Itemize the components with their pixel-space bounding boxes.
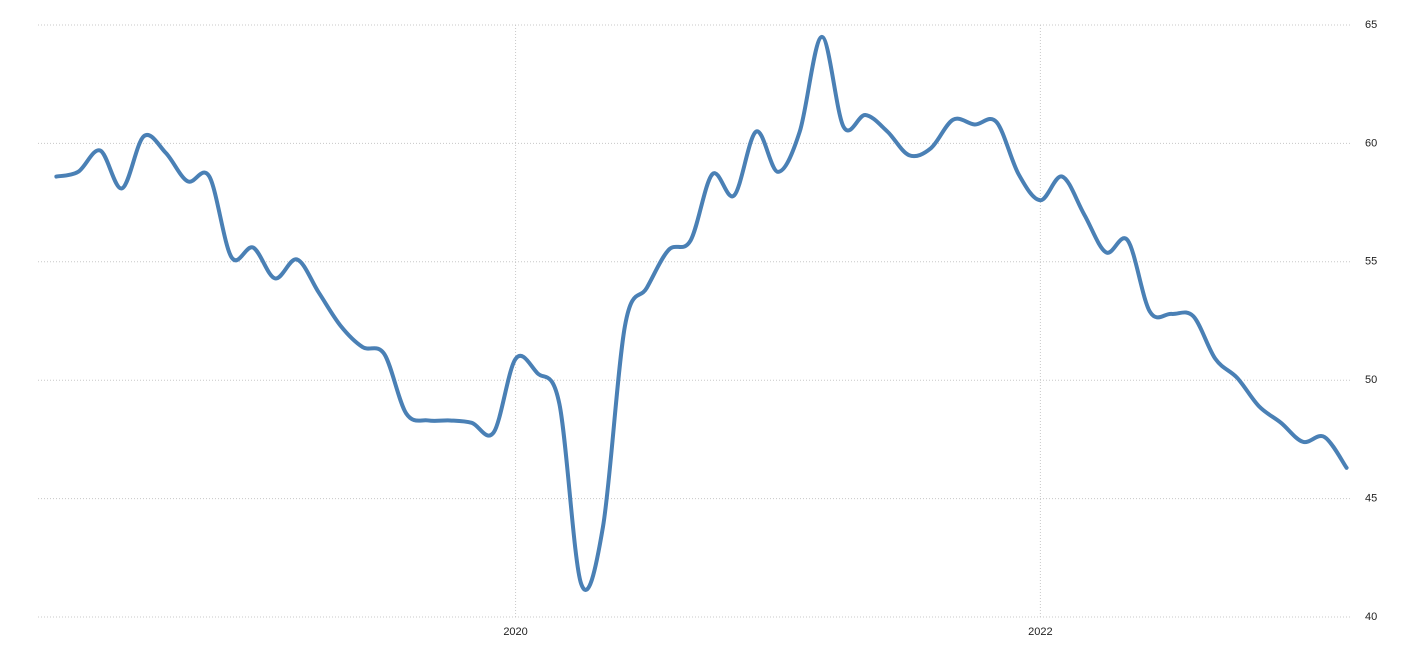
y-tick-label: 50 <box>1365 374 1377 386</box>
y-tick-label: 45 <box>1365 493 1377 505</box>
x-tick-label: 2022 <box>1028 626 1052 638</box>
data-line <box>54 34 1349 592</box>
x-tick-label: 2020 <box>503 626 527 638</box>
y-tick-label: 60 <box>1365 137 1377 149</box>
y-tick-label: 55 <box>1365 256 1377 268</box>
y-tick-label: 40 <box>1365 611 1377 623</box>
y-tick-label: 65 <box>1365 19 1377 31</box>
